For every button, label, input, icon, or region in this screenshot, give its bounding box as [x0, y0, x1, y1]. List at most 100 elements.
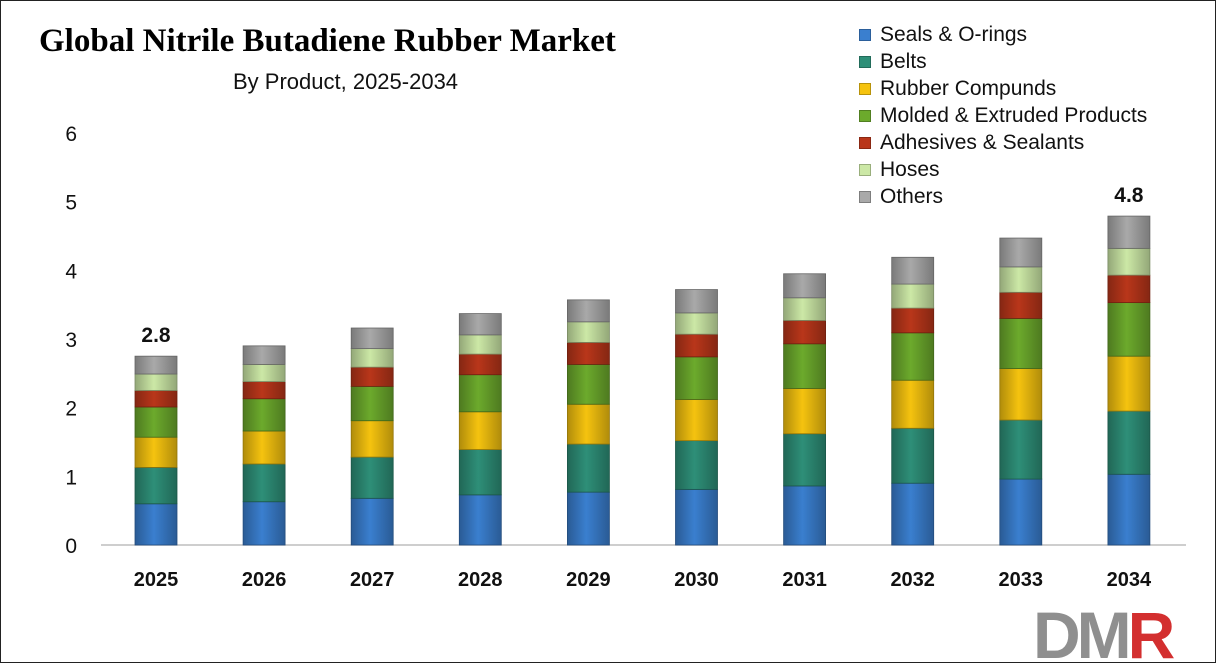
bar-segment: [891, 427, 935, 484]
x-tick-label: 2034: [1107, 569, 1152, 591]
bar-segment: [999, 291, 1043, 319]
x-tick-label: 2031: [782, 569, 827, 591]
bar-segment: [783, 320, 826, 345]
x-tick-label: 2032: [890, 569, 935, 591]
bar-segment: [350, 420, 394, 458]
bar-segment: [999, 237, 1043, 268]
bar-segment: [458, 411, 502, 450]
legend-label: Seals & O-rings: [880, 23, 1028, 46]
total-data-label: 2.8: [141, 324, 171, 347]
bar-segment: [458, 313, 502, 336]
x-tick-label: 2028: [458, 569, 503, 591]
legend-item: Others: [859, 183, 1147, 210]
y-tick-label: 3: [65, 329, 77, 352]
bar-segment: [1107, 274, 1151, 304]
y-tick-label: 0: [65, 535, 77, 558]
bar-segment: [675, 440, 718, 490]
legend-swatch: [859, 163, 871, 176]
legend-item: Molded & Extruded Products: [859, 102, 1147, 129]
dmr-logo: DMR: [1033, 601, 1179, 661]
legend-swatch: [859, 28, 871, 41]
legend-item: Adhesives & Sealants: [859, 129, 1147, 156]
bar-segment: [783, 273, 826, 299]
bar-segment: [458, 353, 502, 376]
bar-segment: [567, 443, 610, 493]
bar-segment: [1107, 247, 1151, 276]
legend-swatch: [859, 190, 871, 203]
bar-segment: [999, 478, 1043, 546]
bar-segment: [675, 356, 718, 400]
bar-segment: [675, 333, 718, 358]
bar-segment: [242, 430, 286, 465]
legend-swatch: [859, 109, 871, 122]
bar-segment: [567, 364, 610, 405]
bar-segment: [891, 307, 935, 334]
bar-segment: [1107, 355, 1151, 412]
bar-segment: [458, 374, 502, 413]
bar-segment: [891, 283, 935, 309]
x-tick-label: 2029: [566, 569, 611, 591]
bar-segment: [891, 379, 935, 429]
legend-item: Seals & O-rings: [859, 21, 1147, 48]
bar-segment: [999, 317, 1043, 369]
y-tick-label: 5: [65, 192, 77, 215]
bar-segment: [1107, 473, 1151, 546]
legend-label: Belts: [880, 50, 927, 73]
bar-segment: [999, 368, 1043, 421]
chart-subtitle: By Product, 2025-2034: [233, 69, 459, 94]
legend-item: Hoses: [859, 156, 1147, 183]
bar-segment: [350, 366, 394, 387]
bar-segment: [675, 488, 718, 546]
y-tick-label: 1: [65, 466, 77, 489]
bar-segment: [567, 403, 610, 445]
bar-segment: [783, 297, 826, 321]
bar-segment: [350, 348, 394, 368]
bar-segment: [1107, 302, 1151, 357]
bar-segment: [891, 332, 935, 381]
bar-segment: [567, 321, 610, 343]
bar-segment: [1107, 410, 1151, 475]
legend-label: Others: [880, 185, 944, 208]
bar-segment: [675, 289, 718, 314]
x-tick-label: 2033: [999, 569, 1044, 591]
legend-item: Belts: [859, 48, 1147, 75]
legend-swatch: [859, 82, 871, 95]
y-tick-label: 6: [65, 123, 77, 146]
bar-segment: [675, 312, 718, 335]
bar-segment: [891, 256, 935, 285]
bar-segment: [567, 342, 610, 365]
legend-label: Rubber Compunds: [880, 77, 1057, 100]
bar-segment: [350, 327, 394, 350]
bar-segment: [350, 497, 394, 546]
bar-segment: [458, 494, 502, 546]
bar-segment: [783, 343, 826, 389]
bar-segment: [134, 390, 178, 408]
y-tick-label: 4: [65, 260, 77, 283]
y-tick-label: 2: [65, 398, 77, 421]
legend-swatch: [859, 136, 871, 149]
bar-segment: [242, 501, 286, 546]
legend-swatch: [859, 55, 871, 68]
legend-label: Adhesives & Sealants: [880, 131, 1085, 154]
bar-segment: [783, 485, 826, 546]
x-tick-label: 2026: [242, 569, 287, 591]
bar-segment: [458, 334, 502, 355]
bar-segment: [134, 436, 178, 468]
bar-segment: [134, 355, 178, 375]
bar-segment: [134, 373, 178, 391]
x-tick-label: 2030: [674, 569, 719, 591]
dmr-logo-text: DMR: [1033, 601, 1175, 661]
bar-segment: [242, 345, 286, 365]
bar-segment: [350, 456, 394, 499]
x-tick-label: 2027: [350, 569, 395, 591]
bar-segment: [891, 482, 935, 546]
bar-segment: [783, 388, 826, 435]
bar-segment: [134, 467, 178, 505]
bar-segment: [134, 503, 178, 546]
bar-segment: [242, 463, 286, 503]
legend-label: Hoses: [880, 158, 940, 181]
x-tick-label: 2025: [134, 569, 179, 591]
bar-segment: [567, 491, 610, 546]
